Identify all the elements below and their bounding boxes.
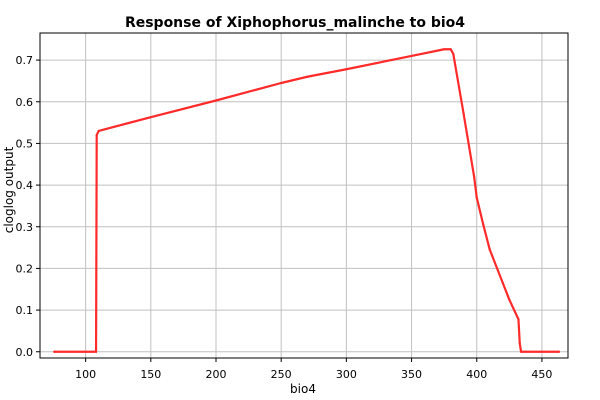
- y-tick-label: 0.5: [16, 137, 34, 150]
- response-curve-point: [557, 350, 560, 353]
- response-curve-point: [517, 318, 520, 321]
- response-curve-point: [443, 48, 446, 51]
- response-curve-point: [449, 48, 452, 51]
- y-tick-label: 0.4: [16, 179, 34, 192]
- response-curve-point: [280, 81, 283, 85]
- plot-frame: [39, 32, 569, 359]
- response-curve-point: [410, 54, 413, 58]
- y-tick-label: 0.3: [16, 221, 34, 234]
- response-curve-point: [473, 175, 476, 178]
- response-curve-point: [53, 350, 56, 353]
- y-tick-label: 0.6: [16, 96, 34, 109]
- response-curve-point: [97, 129, 100, 133]
- response-curve-point: [214, 99, 218, 102]
- response-curve-point: [488, 248, 491, 251]
- response-curve-line: [53, 48, 560, 353]
- y-tick-label: 0.0: [16, 346, 34, 359]
- response-curve-point: [452, 52, 455, 55]
- x-tick-label: 150: [140, 368, 161, 381]
- grid-layer: [40, 33, 568, 358]
- response-curve-point: [345, 68, 348, 71]
- y-tick-label: 0.1: [16, 304, 34, 317]
- axes-layer: [39, 32, 569, 359]
- response-curve-point: [149, 116, 152, 119]
- x-tick-label: 350: [401, 368, 422, 381]
- response-curve-point: [518, 342, 521, 345]
- response-curve-point: [462, 113, 465, 116]
- x-tick-label: 250: [271, 368, 292, 381]
- y-tick-label: 0.2: [16, 262, 34, 275]
- x-tick-label: 450: [531, 368, 552, 381]
- response-curve-point: [306, 75, 309, 78]
- x-tick-label: 300: [336, 368, 357, 381]
- chart-title: Response of Xiphophorus_malinche to bio4: [125, 15, 465, 31]
- y-tick-label: 0.7: [16, 54, 34, 67]
- response-curve-point: [501, 281, 504, 285]
- response-curve-point: [95, 133, 98, 137]
- x-tick-label: 100: [75, 368, 96, 381]
- x-tick-label: 200: [206, 368, 227, 381]
- response-curve-point: [482, 223, 485, 226]
- ticks-layer: 100 150 200 250 300 350 400 450 0.0 0.1 0.2 0.3 0.4 0…: [16, 54, 553, 381]
- response-curve-point: [519, 350, 523, 353]
- series-layer: [53, 48, 560, 353]
- response-curve-point: [94, 350, 98, 353]
- x-axis-label: bio4: [290, 382, 316, 396]
- response-curve-point: [475, 196, 478, 199]
- x-tick-label: 400: [466, 368, 487, 381]
- response-curve-point: [508, 298, 511, 301]
- y-axis-label: cloglog output: [2, 146, 16, 233]
